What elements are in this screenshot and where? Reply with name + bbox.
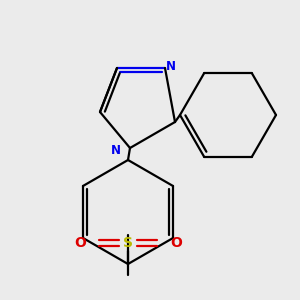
Text: N: N bbox=[111, 145, 121, 158]
Text: O: O bbox=[74, 236, 86, 250]
Text: S: S bbox=[123, 236, 133, 250]
Text: N: N bbox=[166, 59, 176, 73]
Text: O: O bbox=[170, 236, 182, 250]
